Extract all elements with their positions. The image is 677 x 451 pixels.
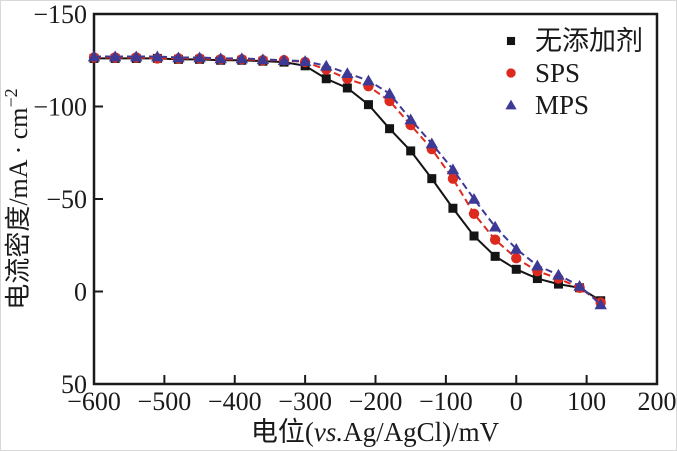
series-2-marker: [130, 50, 143, 62]
legend-2-marker: [505, 99, 517, 110]
x-tick-label: 200: [638, 387, 677, 416]
series-2-marker: [446, 163, 460, 175]
series-2-marker: [573, 279, 586, 291]
series-0-marker: [385, 124, 395, 134]
series-2-marker: [108, 50, 122, 62]
y-tick-label: −150: [33, 1, 87, 29]
y-tick-label: 50: [61, 370, 87, 399]
y-axis-label: 电流密度/mA · cm−2: [1, 88, 33, 309]
series-2-marker: [256, 53, 270, 65]
series-1-marker: [447, 173, 459, 184]
x-tick-label: −600: [67, 387, 121, 416]
series-0-marker: [406, 146, 416, 156]
series-0-marker: [448, 203, 458, 213]
series-0-marker: [342, 83, 352, 93]
y-tick-label: −100: [33, 93, 87, 122]
legend-1-label: SPS: [535, 58, 580, 88]
series-1-marker: [511, 253, 522, 264]
series-2-marker: [362, 74, 375, 86]
series-2-marker: [277, 54, 291, 66]
series-0-marker: [532, 274, 542, 284]
series-2-marker: [488, 220, 502, 232]
series-1-marker: [468, 208, 480, 219]
series-2-marker: [151, 50, 164, 62]
series-2-marker: [298, 55, 312, 66]
series-2-marker: [214, 52, 227, 64]
series-0-marker: [511, 264, 521, 274]
chart-content: −600 −500 −400 −300 −200 −100 0 100 200−150−100−…: [33, 1, 676, 416]
series-2-marker: [193, 51, 206, 63]
series-2-marker: [594, 298, 607, 310]
series-2-marker: [87, 50, 101, 62]
y-tick-label: −50: [46, 185, 87, 214]
legend-2-label: MPS: [535, 90, 589, 120]
x-tick-label: −300: [278, 387, 332, 416]
series-2-marker: [531, 259, 544, 271]
series-2-marker: [235, 52, 248, 64]
x-tick-label: 0: [510, 387, 523, 416]
series-2-marker: [383, 87, 396, 99]
series-2-marker: [467, 193, 481, 204]
series-0-marker: [469, 231, 479, 241]
legend-1-marker: [506, 68, 516, 78]
series-2-marker: [172, 51, 185, 63]
x-tick-label: −100: [419, 387, 473, 416]
series-0-marker: [427, 174, 437, 184]
x-tick-label: 100: [567, 387, 606, 416]
x-tick-label: −400: [208, 387, 262, 416]
x-tick-label: −200: [349, 387, 403, 416]
series-0-marker: [553, 279, 563, 289]
series-2-marker: [320, 59, 333, 71]
plot-frame: [92, 12, 659, 386]
series-0-marker: [490, 251, 500, 261]
series-0-marker: [321, 74, 331, 84]
series-2-marker: [404, 113, 417, 125]
series-2-marker: [341, 67, 354, 78]
y-tick-label: 0: [74, 278, 87, 307]
legend-0-marker: [506, 36, 516, 46]
series-2-marker: [552, 268, 565, 280]
series-1-marker: [489, 234, 501, 245]
legend-0-label: 无添加剂: [535, 26, 643, 56]
series-2-marker: [510, 242, 523, 254]
series-2-marker: [425, 137, 438, 149]
x-tick-label: −500: [138, 387, 192, 416]
x-axis-label: 电位(vs.Ag/AgCl)/mV: [251, 417, 500, 447]
series-0-marker: [363, 100, 373, 110]
